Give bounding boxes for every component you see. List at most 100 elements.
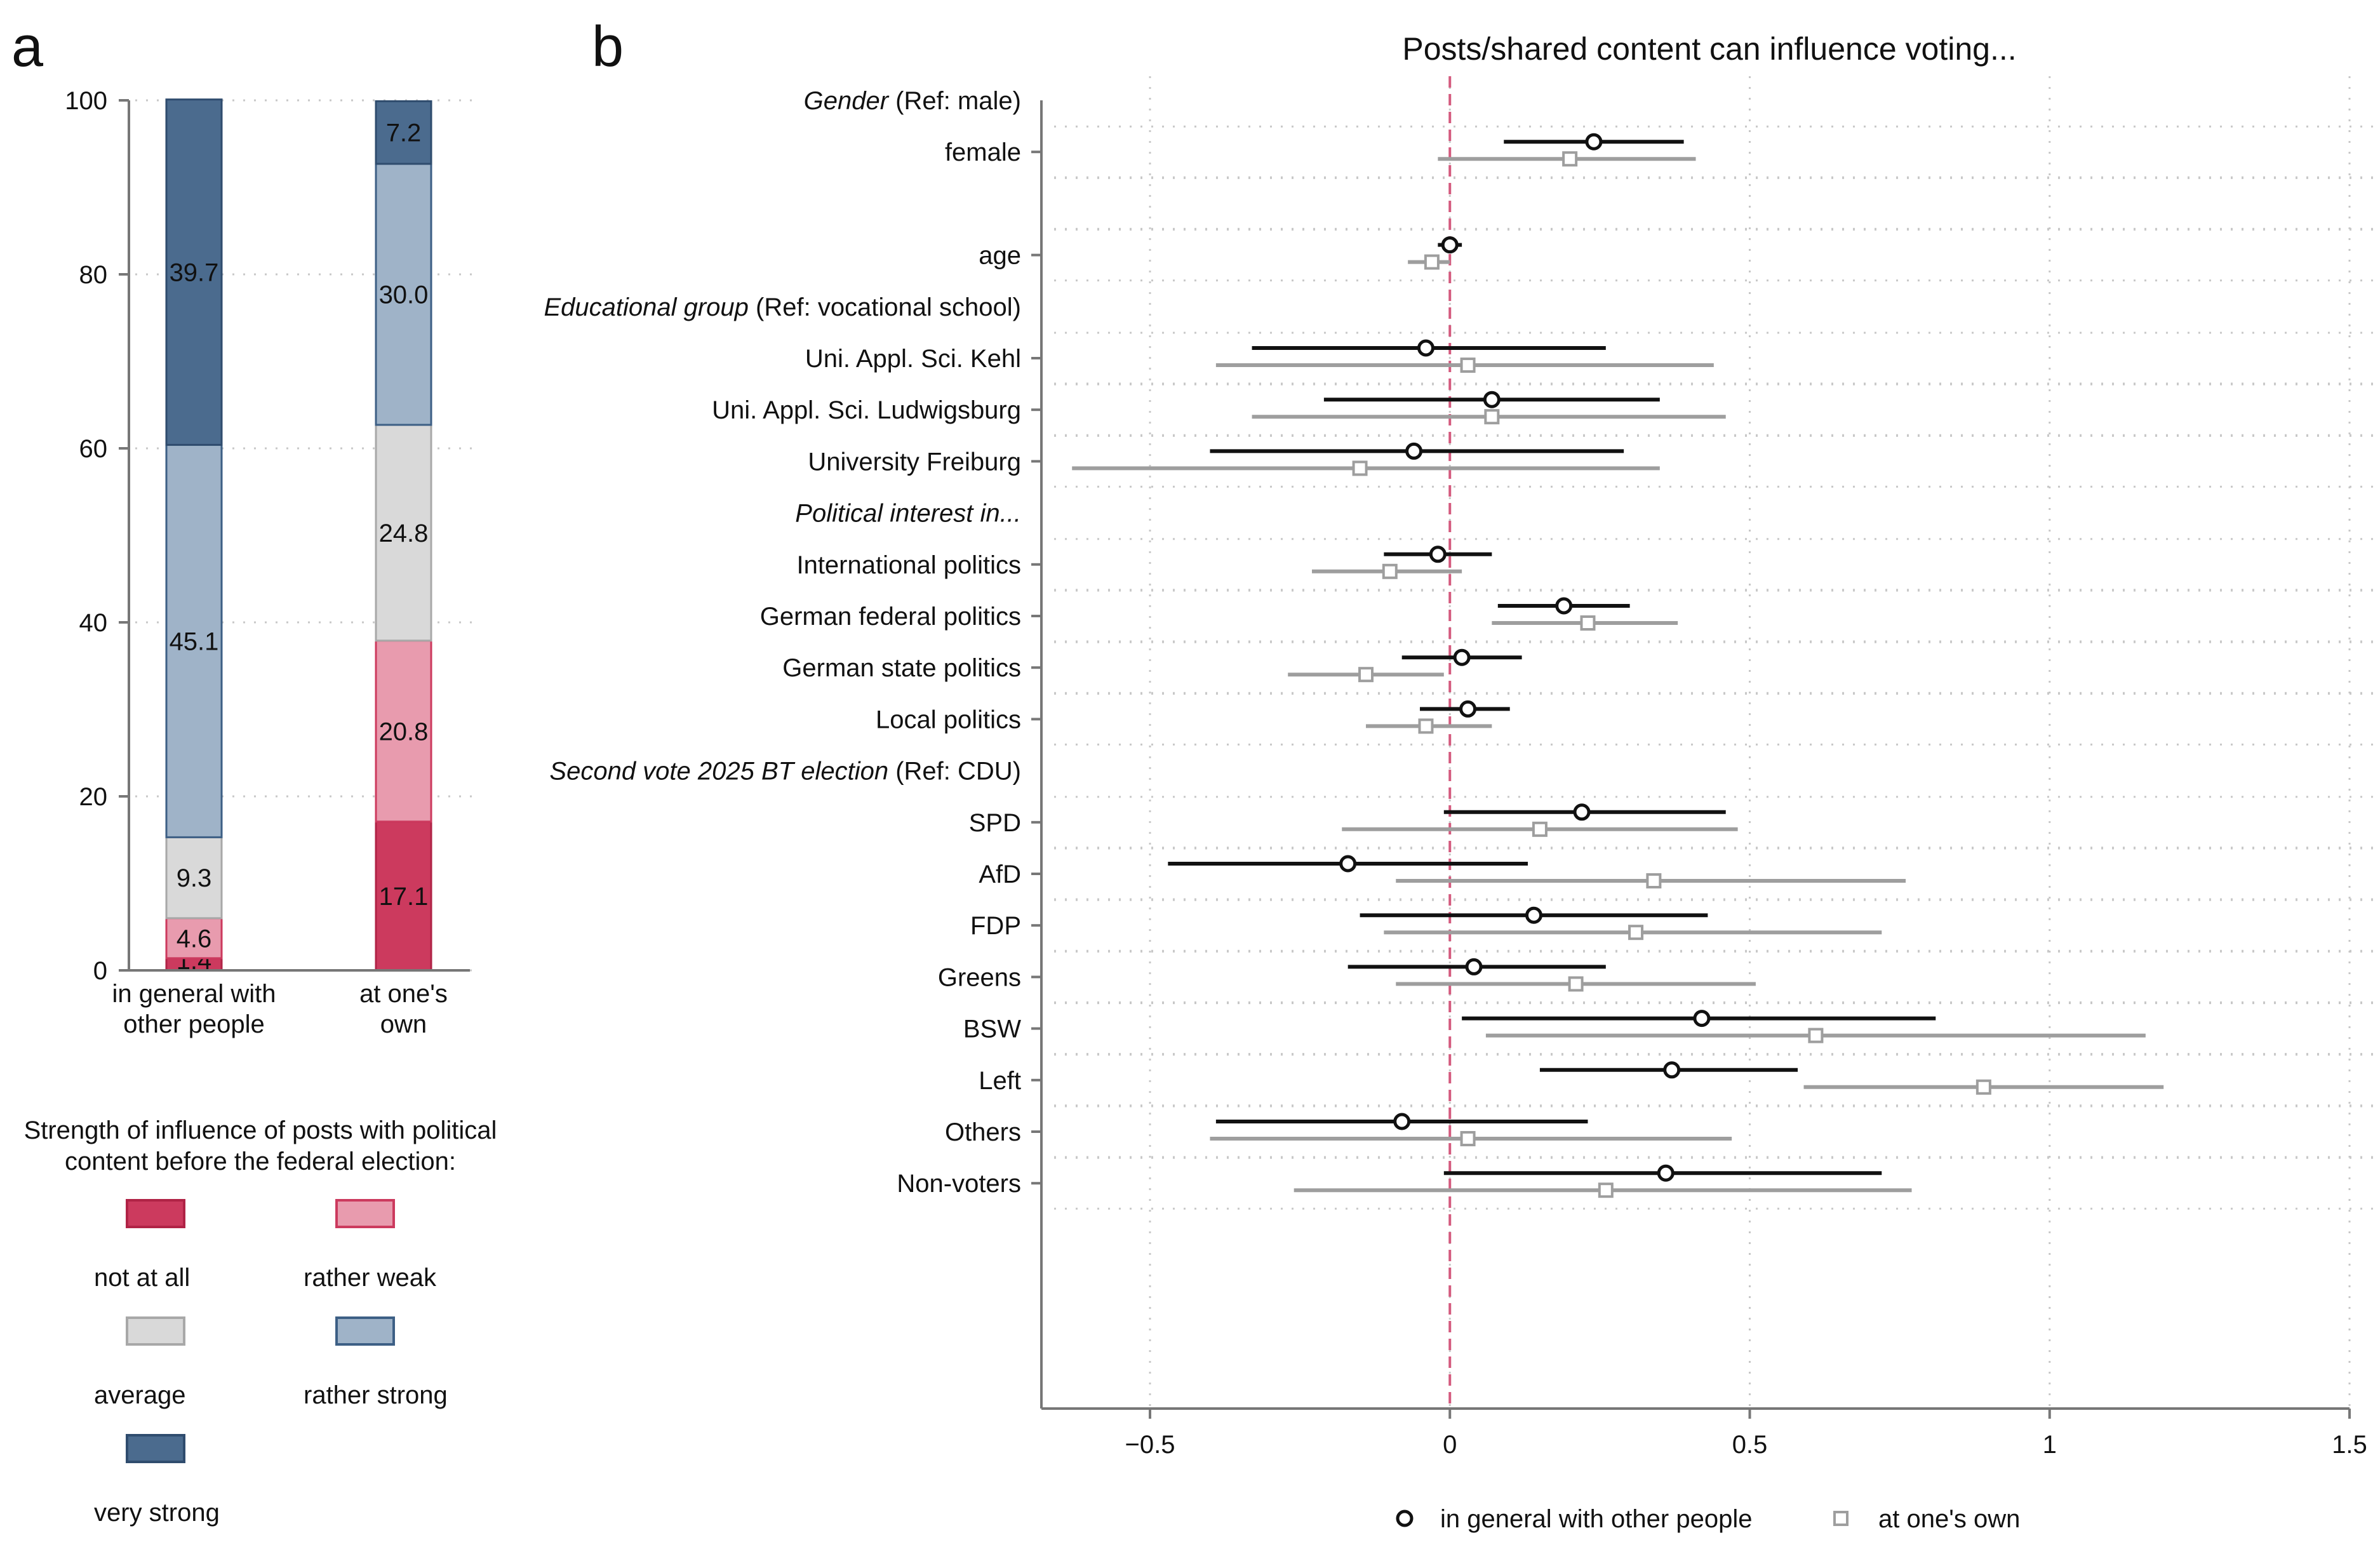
row-label-age: age [979, 242, 1021, 270]
point-own-female [1562, 151, 1578, 167]
coef-plot-title: Posts/shared content can influence votin… [1402, 31, 2016, 67]
legend-label-general: in general with other people [1440, 1505, 1752, 1533]
legend-marker-own [1833, 1511, 1849, 1526]
data-label-at-one-s-own-rather-weak: 20.8 [379, 718, 429, 746]
point-general-non-voters [1657, 1164, 1675, 1182]
y-tick-label-40: 40 [79, 609, 108, 637]
row-label-international-politics: International politics [796, 551, 1021, 579]
row-label-afd: AfD [979, 861, 1021, 888]
x-category-label-1-line2: other people [123, 1010, 264, 1038]
point-own-non-voters [1598, 1182, 1614, 1198]
coefficient-plot: −0.5 0 0.5 1 1.5 Gender (Ref: male) female age… [544, 76, 2375, 1459]
point-general-fdp [1525, 906, 1542, 924]
point-own-greens [1568, 976, 1584, 992]
legend-label-rather-strong: rather strong [304, 1381, 448, 1409]
legend-label-own: at one's own [1878, 1505, 2020, 1533]
y-tick-label-100: 100 [65, 87, 107, 115]
group-header-italic: Gender [804, 87, 890, 115]
group-header-second-vote-2025-bt-election: Second vote 2025 BT election (Ref: CDU) [549, 758, 1021, 786]
point-general-age [1441, 236, 1459, 254]
point-general-left [1663, 1061, 1681, 1079]
data-label-at-one-s-own-rather-strong: 30.0 [379, 281, 429, 309]
legend-swatch-not-at-all [126, 1199, 185, 1228]
row-label-uni-appl-sci-kehl: Uni. Appl. Sci. Kehl [805, 345, 1021, 373]
point-own-international-politics [1382, 563, 1398, 579]
legend-label-very-strong: very strong [94, 1499, 220, 1527]
bar-in-general-with-other-people-average [165, 836, 223, 920]
data-label-at-one-s-own-average: 24.8 [379, 519, 429, 547]
row-label-greens: Greens [938, 963, 1021, 991]
point-general-female [1585, 133, 1603, 151]
axes: −0.5 0 0.5 1 1.5 [1031, 100, 2367, 1459]
row-label-non-voters: Non-voters [897, 1170, 1021, 1198]
x-category-label-2-line1: at one's [359, 980, 448, 1008]
row-label-university-freiburg: University Freiburg [808, 448, 1021, 476]
legend-series: in general with other people at one's own [1396, 1505, 2020, 1533]
row-label-uni-appl-sci-ludwigsburg: Uni. Appl. Sci. Ludwigsburg [712, 396, 1021, 424]
row-label-bsw: BSW [963, 1015, 1021, 1043]
legend-marker-general [1396, 1510, 1414, 1527]
stacked-bar-chart: 1.44.69.345.139.717.120.824.830.07.2 020… [65, 87, 473, 1038]
group-header-educational-group: Educational group (Ref: vocational schoo… [544, 293, 1021, 321]
legend-swatch-very-strong [126, 1434, 185, 1463]
row-label-spd: SPD [969, 809, 1021, 837]
x-tick-label-0-5: 0.5 [1732, 1431, 1768, 1459]
point-own-german-federal-politics [1580, 615, 1596, 631]
data-label-at-one-s-own-very-strong: 7.2 [386, 119, 422, 147]
point-own-fdp [1628, 925, 1644, 941]
row-label-female: female [945, 138, 1021, 166]
bars: 1.44.69.345.139.717.120.824.830.07.2 [165, 98, 432, 975]
point-general-greens [1465, 958, 1483, 975]
legend-strength: Strength of influence of posts with poli… [24, 1116, 497, 1527]
legend-label-not-at-all: not at all [94, 1264, 190, 1292]
point-own-left [1976, 1079, 1991, 1095]
data-label-in-general-with-other-people-rather-strong: 45.1 [170, 627, 219, 655]
x-category-label-1-line1: in general with [112, 980, 276, 1008]
x-tick-label-1-5: 1.5 [2332, 1431, 2367, 1459]
point-general-bsw [1693, 1010, 1711, 1028]
y-tick-label-20: 20 [79, 783, 108, 811]
point-general-others [1393, 1113, 1411, 1130]
x-tick-label-1: 1 [2043, 1431, 2057, 1459]
estimates [1072, 133, 2164, 1198]
legend-swatch-rather-weak [335, 1199, 395, 1228]
x-tick-label-0-5: −0.5 [1125, 1431, 1175, 1459]
bar-at-one-s-own-rather-strong [375, 163, 432, 426]
point-own-university-freiburg [1352, 460, 1368, 476]
group-header-italic: Second vote 2025 BT election [549, 758, 888, 786]
row-label-others: Others [945, 1118, 1021, 1146]
point-own-german-state-politics [1358, 667, 1374, 683]
row-label-german-state-politics: German state politics [782, 654, 1021, 682]
data-label-at-one-s-own-not-at-all: 17.1 [379, 883, 429, 911]
data-label-in-general-with-other-people-average: 9.3 [177, 864, 212, 892]
point-general-spd [1573, 803, 1591, 821]
panel-a-label: a [11, 15, 44, 79]
row-label-local-politics: Local politics [876, 706, 1021, 733]
group-header-ref: (Ref: CDU) [888, 758, 1021, 786]
point-general-international-politics [1429, 546, 1447, 563]
gridlines [1054, 76, 2375, 1409]
row-label-fdp: FDP [970, 912, 1021, 940]
y-tick-label-60: 60 [79, 435, 108, 463]
group-header-ref: (Ref: vocational school) [749, 293, 1021, 321]
point-general-german-state-politics [1453, 648, 1471, 666]
point-general-uni-appl-sci-kehl [1417, 339, 1434, 357]
legend-label-rather-weak: rather weak [304, 1264, 437, 1292]
point-own-uni-appl-sci-kehl [1460, 358, 1476, 373]
row-labels: Gender (Ref: male) female age Educational g… [544, 87, 1021, 1198]
y-tick-label-0: 0 [93, 957, 107, 985]
y-axis: 0 20 40 60 80 100 [65, 87, 470, 985]
point-general-afd [1339, 855, 1357, 873]
group-header-italic: Political interest in... [795, 500, 1021, 528]
legend-swatch-rather-strong [335, 1316, 395, 1346]
x-category-label-2-line2: own [380, 1010, 427, 1038]
point-own-bsw [1808, 1028, 1824, 1043]
data-label-in-general-with-other-people-very-strong: 39.7 [170, 259, 219, 287]
bar-at-one-s-own-very-strong [375, 100, 432, 165]
legend-swatch-average [126, 1316, 185, 1346]
bar-in-general-with-other-people-rather-weak [165, 917, 223, 960]
point-general-local-politics [1459, 700, 1477, 718]
bar-in-general-with-other-people-rather-strong [165, 444, 223, 838]
data-label-in-general-with-other-people-rather-weak: 4.6 [177, 925, 212, 953]
